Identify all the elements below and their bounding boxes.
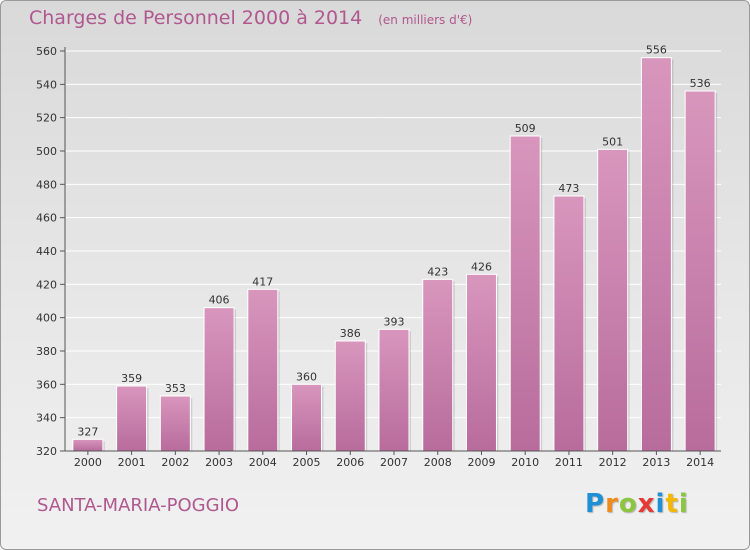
bar bbox=[597, 148, 629, 452]
x-tick-label: 2012 bbox=[599, 456, 627, 469]
y-tick-label: 460 bbox=[36, 212, 57, 225]
logo-letter: i bbox=[678, 489, 689, 519]
bar-value-label: 426 bbox=[471, 260, 492, 273]
chart-title: Charges de Personnel 2000 à 2014 bbox=[29, 7, 363, 29]
y-tick-label: 380 bbox=[36, 345, 57, 358]
bar bbox=[72, 438, 104, 452]
bar bbox=[116, 385, 148, 452]
logo-letter: t bbox=[665, 489, 679, 519]
y-tick-label: 560 bbox=[36, 45, 57, 58]
bar bbox=[465, 273, 497, 452]
bar-value-label: 536 bbox=[690, 77, 711, 90]
x-tick-label: 2001 bbox=[118, 456, 146, 469]
y-tick-label: 480 bbox=[36, 178, 57, 191]
bar bbox=[640, 57, 672, 452]
bar-value-label: 359 bbox=[121, 372, 142, 385]
logo-letter: x bbox=[637, 489, 656, 519]
bar-value-label: 386 bbox=[340, 327, 361, 340]
bar bbox=[159, 395, 191, 452]
bar-value-label: 417 bbox=[252, 275, 273, 288]
bars: 327 359 353 406 417 360 386 393 423 426 509 473 501 5… bbox=[72, 44, 718, 452]
y-tick-label: 440 bbox=[36, 245, 57, 258]
bar-value-label: 501 bbox=[602, 135, 623, 148]
y-tick-label: 540 bbox=[36, 78, 57, 91]
x-tick-label: 2009 bbox=[467, 456, 495, 469]
axes: 320 340 360 380 400 420 440 460 480 500 520 540 560 2… bbox=[36, 45, 721, 469]
x-tick-label: 2013 bbox=[642, 456, 670, 469]
bar bbox=[422, 278, 454, 452]
chart-title-block: Charges de Personnel 2000 à 2014 (en mill… bbox=[29, 7, 472, 29]
y-tick-label: 400 bbox=[36, 312, 57, 325]
bar bbox=[334, 340, 366, 452]
bar bbox=[203, 307, 235, 452]
bar-value-label: 327 bbox=[77, 425, 98, 438]
chart-subtitle: (en milliers d'€) bbox=[378, 13, 473, 27]
proxiti-logo: Proxiti bbox=[585, 489, 689, 519]
bar bbox=[247, 288, 279, 452]
bar-value-label: 473 bbox=[558, 182, 579, 195]
bar bbox=[684, 90, 716, 452]
logo-letter: P bbox=[585, 489, 606, 519]
y-tick-label: 340 bbox=[36, 412, 57, 425]
y-tick-label: 520 bbox=[36, 112, 57, 125]
x-tick-label: 2007 bbox=[380, 456, 408, 469]
x-tick-label: 2002 bbox=[161, 456, 189, 469]
x-tick-label: 2003 bbox=[205, 456, 233, 469]
bar bbox=[553, 195, 585, 452]
y-tick-label: 420 bbox=[36, 278, 57, 291]
x-tick-label: 2011 bbox=[555, 456, 583, 469]
bar-value-label: 406 bbox=[209, 294, 230, 307]
y-tick-label: 500 bbox=[36, 145, 57, 158]
x-tick-label: 2005 bbox=[293, 456, 321, 469]
y-tick-label: 320 bbox=[36, 445, 57, 458]
logo-letter: o bbox=[618, 489, 638, 519]
bar-value-label: 509 bbox=[515, 122, 536, 135]
bar-value-label: 556 bbox=[646, 44, 667, 57]
y-tick-label: 360 bbox=[36, 378, 57, 391]
logo-letter: i bbox=[655, 489, 666, 519]
x-tick-label: 2006 bbox=[336, 456, 364, 469]
bar bbox=[509, 135, 541, 452]
bar-value-label: 353 bbox=[165, 382, 186, 395]
bar-value-label: 393 bbox=[384, 315, 405, 328]
x-tick-label: 2010 bbox=[511, 456, 539, 469]
town-name: SANTA-MARIA-POGGIO bbox=[37, 495, 240, 516]
bar-value-label: 423 bbox=[427, 265, 448, 278]
bar-value-label: 360 bbox=[296, 370, 317, 383]
x-tick-label: 2008 bbox=[424, 456, 452, 469]
x-tick-label: 2004 bbox=[249, 456, 277, 469]
logo-letter: r bbox=[605, 489, 619, 519]
bar bbox=[378, 328, 410, 452]
x-tick-label: 2000 bbox=[74, 456, 102, 469]
x-tick-label: 2014 bbox=[686, 456, 714, 469]
bar bbox=[291, 383, 323, 452]
